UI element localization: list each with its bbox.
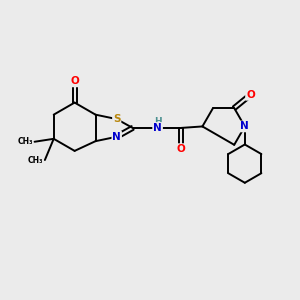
Text: S: S: [113, 114, 121, 124]
Text: O: O: [177, 144, 186, 154]
Text: N: N: [112, 132, 121, 142]
Text: O: O: [70, 76, 79, 86]
Text: N: N: [240, 122, 249, 131]
Text: H: H: [154, 117, 161, 126]
Text: CH₃: CH₃: [18, 137, 33, 146]
Text: CH₃: CH₃: [28, 156, 44, 165]
Text: O: O: [246, 90, 255, 100]
Text: N: N: [153, 123, 162, 133]
